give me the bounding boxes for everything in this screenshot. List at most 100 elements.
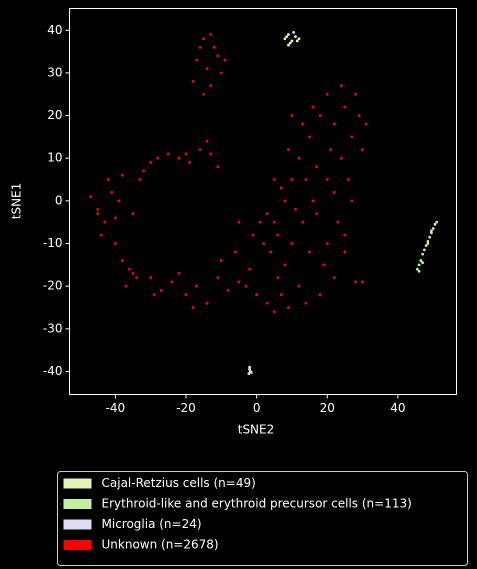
point [251, 233, 255, 237]
point [212, 45, 216, 49]
point [142, 169, 146, 173]
point [202, 37, 206, 41]
legend-label: Erythroid-like and erythroid precursor c… [102, 497, 412, 511]
point [248, 267, 251, 271]
point [170, 280, 174, 284]
point [428, 235, 432, 239]
point [114, 242, 117, 245]
legend: Cajal-Retzius cells (n=49) Erythroid-like… [57, 471, 468, 566]
point [265, 212, 269, 216]
point [290, 178, 294, 181]
point [216, 165, 220, 169]
point [336, 220, 340, 224]
point [350, 199, 354, 203]
point [315, 165, 319, 169]
point [430, 229, 433, 233]
point [294, 35, 297, 39]
point [249, 370, 253, 374]
point [202, 92, 206, 96]
point [361, 148, 364, 152]
point [433, 222, 437, 226]
point [244, 284, 248, 288]
point [149, 276, 153, 280]
point [304, 178, 308, 181]
point [89, 195, 93, 198]
y-tick-label: 0 [55, 193, 63, 207]
point [417, 263, 421, 267]
point [96, 212, 100, 216]
point [209, 152, 213, 156]
x-tick-label: 20 [320, 401, 335, 415]
legend-label: Microglia (n=24) [102, 517, 202, 531]
point [424, 244, 428, 248]
point [283, 37, 287, 41]
point [121, 259, 124, 262]
point [219, 71, 223, 75]
legend-swatch [63, 519, 92, 530]
point [325, 178, 329, 181]
point [205, 139, 209, 143]
point [325, 92, 329, 96]
point [258, 220, 262, 224]
x-tick-label: -40 [106, 401, 126, 415]
point [195, 58, 199, 62]
point [287, 33, 290, 36]
point [237, 220, 241, 224]
point [198, 148, 202, 152]
plot-frame [69, 8, 457, 395]
point [343, 233, 347, 237]
point [177, 271, 181, 275]
point [99, 233, 103, 237]
point [322, 263, 326, 267]
point [128, 267, 131, 271]
point [135, 276, 138, 280]
point [272, 178, 276, 181]
point [279, 293, 283, 297]
point [276, 233, 280, 237]
point [295, 39, 299, 43]
y-tick-label: 10 [47, 151, 62, 165]
point [152, 293, 156, 297]
point [248, 365, 251, 369]
point [124, 284, 128, 288]
point [297, 156, 301, 160]
y-tick-label: -40 [43, 364, 63, 378]
point [426, 242, 430, 245]
point [184, 152, 188, 156]
point [285, 35, 289, 39]
legend-swatch [63, 499, 92, 509]
point [350, 135, 354, 139]
point [297, 284, 301, 288]
point [216, 54, 220, 58]
point [421, 252, 425, 256]
x-tick-label: 40 [390, 401, 405, 415]
point [364, 122, 368, 126]
point [131, 271, 135, 275]
point [426, 239, 430, 243]
point [339, 84, 343, 88]
y-tick-label: -20 [43, 279, 63, 293]
point [272, 310, 276, 314]
point [156, 156, 160, 160]
point [131, 212, 135, 216]
point [417, 269, 421, 273]
point [184, 293, 188, 297]
point [255, 293, 259, 297]
point [343, 250, 347, 254]
point [149, 161, 153, 164]
y-axis-label: tSNE1 [10, 183, 24, 220]
point [191, 306, 195, 309]
point [198, 45, 202, 49]
point [422, 248, 426, 252]
point [226, 289, 230, 292]
point [304, 301, 308, 305]
point [332, 190, 336, 194]
point [234, 250, 237, 254]
point [96, 207, 100, 211]
legend-swatch [63, 540, 92, 550]
point [339, 156, 343, 160]
point [308, 135, 312, 139]
y-tick-label: 40 [47, 23, 62, 37]
point [315, 212, 319, 216]
point [216, 276, 220, 280]
